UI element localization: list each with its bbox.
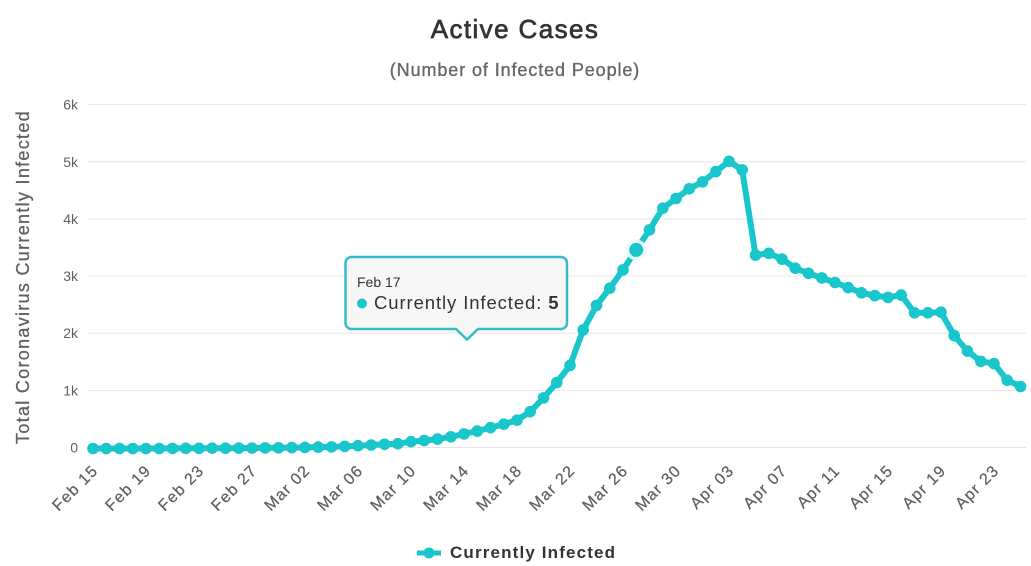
svg-text:6k: 6k xyxy=(63,97,79,113)
svg-text:3k: 3k xyxy=(63,268,79,284)
svg-text:0: 0 xyxy=(70,440,78,456)
svg-text:Currently Infected: Currently Infected xyxy=(450,543,616,562)
svg-text:Currently Infected: 5: Currently Infected: 5 xyxy=(374,292,560,313)
svg-text:2k: 2k xyxy=(63,325,79,341)
svg-text:(Number of Infected People): (Number of Infected People) xyxy=(390,60,640,80)
svg-text:1k: 1k xyxy=(63,382,79,398)
svg-text:Feb 17: Feb 17 xyxy=(357,274,401,290)
svg-text:Active Cases: Active Cases xyxy=(431,14,600,44)
svg-text:Total Coronavirus Currently In: Total Coronavirus Currently Infected xyxy=(13,110,33,444)
svg-text:4k: 4k xyxy=(63,211,79,227)
svg-text:5k: 5k xyxy=(63,154,79,170)
